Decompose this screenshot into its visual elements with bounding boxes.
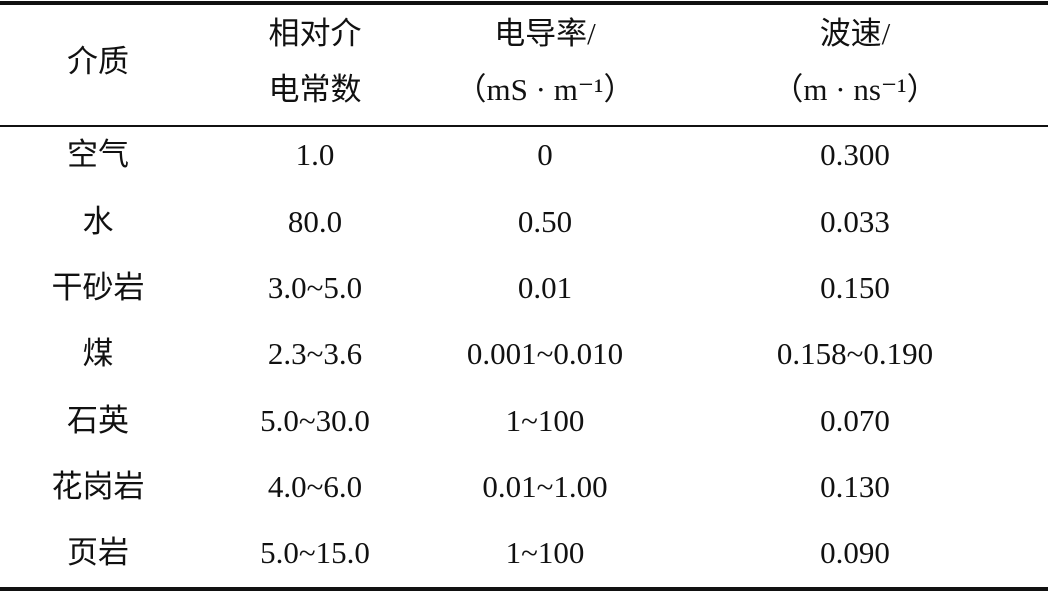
cell: 5.0~15.0 (260, 535, 370, 570)
cell: 0.300 (820, 137, 890, 172)
cell: 0.50 (518, 204, 572, 239)
row-label: 花岗岩 (52, 469, 145, 504)
header-cell: （m · ns⁻¹） (772, 72, 937, 107)
cell: 0.090 (820, 535, 890, 570)
cell: 0.150 (820, 270, 890, 305)
row-label: 空气 (67, 137, 129, 172)
row-label: 水 (83, 204, 114, 239)
cell: 5.0~30.0 (260, 403, 370, 438)
cell: 0.033 (820, 204, 890, 239)
cell: 0.130 (820, 469, 890, 504)
cell: 0.001~0.010 (467, 336, 623, 371)
header-cell: 电常数 (269, 72, 362, 107)
row-label: 页岩 (67, 535, 129, 570)
cell: 2.3~3.6 (268, 336, 362, 371)
cell: 3.0~5.0 (268, 270, 362, 305)
cell: 4.0~6.0 (268, 469, 362, 504)
header-cell: 电导率/ (494, 16, 596, 51)
cell: 0.01~1.00 (482, 469, 607, 504)
cell: 0 (537, 137, 553, 172)
cell: 0.070 (820, 403, 890, 438)
row-label: 煤 (83, 336, 114, 371)
header-cell: （mS · m⁻¹） (456, 72, 635, 107)
header-cell: 介质 (67, 44, 129, 79)
cell: 0.01 (518, 270, 572, 305)
cell: 1.0 (296, 137, 335, 172)
cell: 1~100 (506, 535, 585, 570)
header-cell: 波速/ (820, 16, 891, 51)
cell: 0.158~0.190 (777, 336, 933, 371)
row-label: 干砂岩 (52, 270, 145, 305)
cell: 1~100 (506, 403, 585, 438)
row-label: 石英 (67, 403, 129, 438)
cell: 80.0 (288, 204, 342, 239)
header-cell: 相对介 (269, 16, 362, 51)
